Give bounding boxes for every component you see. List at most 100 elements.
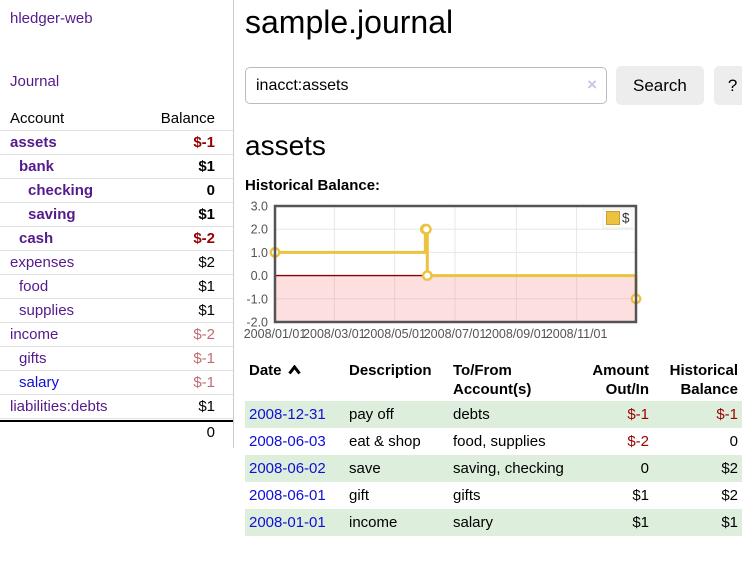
- help-button[interactable]: ?: [713, 66, 742, 105]
- search-button[interactable]: Search: [616, 66, 704, 105]
- account-link[interactable]: bank: [19, 158, 55, 175]
- sort-ascending-icon: [287, 364, 301, 375]
- register-accounts: salary: [453, 514, 494, 531]
- account-row: supplies $1: [0, 299, 233, 323]
- account-link[interactable]: checking: [28, 182, 94, 199]
- accounts-total-value: 0: [206, 424, 215, 441]
- account-balance: $-1: [193, 374, 215, 391]
- account-row: expenses $2: [0, 251, 233, 275]
- register-date-link[interactable]: 2008-06-02: [249, 460, 326, 477]
- account-link[interactable]: saving: [28, 206, 76, 223]
- register-col-amount: Amount Out/In: [592, 362, 649, 398]
- register-date-link[interactable]: 2008-06-01: [249, 487, 326, 504]
- legend-label: $: [622, 211, 630, 226]
- svg-text:2008/11/01: 2008/11/01: [546, 327, 608, 341]
- search-input[interactable]: [245, 67, 607, 104]
- register-date-link[interactable]: 2008-06-03: [249, 433, 326, 450]
- register-amount: $-2: [627, 433, 649, 450]
- account-balance: $1: [198, 158, 215, 175]
- account-link[interactable]: supplies: [19, 302, 75, 319]
- register-col-description: Description: [349, 362, 432, 379]
- svg-text:1.0: 1.0: [251, 246, 268, 260]
- balance-chart-svg: $3.0 2.0 1.0 0.0 -1.0 -2.02008/01/012008/03/0…: [244, 200, 642, 341]
- account-balance: $-2: [193, 230, 215, 247]
- register-description: save: [349, 460, 381, 477]
- register-header-row: Date Description To/From Account(s) Amou…: [245, 359, 742, 401]
- accounts-table-header: Account Balance: [0, 107, 233, 131]
- account-link[interactable]: food: [19, 278, 49, 295]
- accounts-col-balance: Balance: [160, 110, 215, 127]
- account-balance: $1: [198, 278, 215, 295]
- account-link[interactable]: salary: [19, 374, 60, 391]
- svg-text:-2.0: -2.0: [246, 316, 268, 330]
- register-description: gift: [349, 487, 370, 504]
- brand-link[interactable]: hledger-web: [10, 10, 93, 27]
- register-amount: 0: [640, 460, 649, 477]
- accounts-table: Account Balance assets $-1 bank $1 check…: [0, 107, 233, 444]
- account-row: income $-2: [0, 323, 233, 347]
- account-link[interactable]: liabilities:debts: [10, 398, 108, 415]
- register-description: income: [349, 514, 398, 531]
- app-layout: hledger-web Journal Account Balance asse…: [0, 0, 742, 536]
- svg-text:0.0: 0.0: [251, 269, 268, 283]
- search-box: ×: [245, 67, 607, 104]
- legend-swatch: [606, 211, 620, 225]
- account-link[interactable]: gifts: [19, 350, 47, 367]
- sidebar: hledger-web Journal Account Balance asse…: [0, 0, 234, 448]
- register-col-accounts: To/From Account(s): [453, 362, 532, 398]
- register-table: Date Description To/From Account(s) Amou…: [245, 359, 742, 536]
- svg-text:2008/03/01: 2008/03/01: [303, 327, 366, 341]
- main-content: sample.journal × Search ? assets Histori…: [234, 0, 742, 536]
- svg-text:2008/01/01: 2008/01/01: [244, 327, 307, 341]
- register-amount: $1: [632, 514, 649, 531]
- search-bar: × Search ?: [245, 66, 742, 105]
- register-row: 2008-12-31 pay off debts $-1 $-1: [245, 401, 742, 428]
- register-date-link[interactable]: 2008-01-01: [249, 514, 326, 531]
- account-balance: $-2: [193, 326, 215, 343]
- chart-legend: $: [602, 208, 633, 229]
- account-link[interactable]: cash: [19, 230, 54, 247]
- register-accounts: debts: [453, 406, 490, 423]
- svg-text:3.0: 3.0: [251, 200, 268, 214]
- register-row: 2008-06-03 eat & shop food, supplies $-2…: [245, 428, 742, 455]
- register-description: pay off: [349, 406, 394, 423]
- account-row: bank $1: [0, 155, 233, 179]
- account-balance: $1: [198, 398, 215, 415]
- register-row: 2008-06-02 save saving, checking 0 $2: [245, 455, 742, 482]
- register-accounts: food, supplies: [453, 433, 546, 450]
- sidebar-item-journal[interactable]: Journal: [10, 73, 60, 90]
- account-row: assets $-1: [0, 131, 233, 155]
- clear-search-icon[interactable]: ×: [587, 75, 597, 94]
- account-row: gifts $-1: [0, 347, 233, 371]
- register-col-date-label: Date: [249, 362, 282, 379]
- account-balance: $-1: [193, 134, 215, 151]
- svg-text:2.0: 2.0: [251, 223, 268, 237]
- svg-text:2008/09/01: 2008/09/01: [485, 327, 548, 341]
- register-accounts: saving, checking: [453, 460, 564, 477]
- account-link[interactable]: assets: [10, 134, 57, 151]
- account-balance: $-1: [193, 350, 215, 367]
- account-row: food $1: [0, 275, 233, 299]
- register-amount: $-1: [627, 406, 649, 423]
- svg-text:2008/07/01: 2008/07/01: [424, 327, 487, 341]
- account-balance: $1: [198, 302, 215, 319]
- svg-text:2008/05/01: 2008/05/01: [363, 327, 426, 341]
- account-row: cash $-2: [0, 227, 233, 251]
- register-description: eat & shop: [349, 433, 421, 450]
- register-date-link[interactable]: 2008-12-31: [249, 406, 326, 423]
- account-balance: $2: [198, 254, 215, 271]
- register-balance: $1: [721, 514, 738, 531]
- chart-title: Historical Balance:: [245, 177, 381, 194]
- register-col-date[interactable]: Date: [245, 359, 345, 401]
- accounts-col-account: Account: [10, 110, 65, 127]
- accounts-rows: assets $-1 bank $1 checking 0 saving $1 …: [0, 131, 233, 419]
- account-balance: $1: [198, 206, 215, 223]
- historical-balance-chart: $3.0 2.0 1.0 0.0 -1.0 -2.0 2008/01/01 2008/03/0…: [244, 200, 742, 349]
- page-title: sample.journal: [245, 4, 454, 40]
- account-link[interactable]: income: [10, 326, 59, 343]
- account-heading: assets: [245, 130, 326, 161]
- account-link[interactable]: expenses: [10, 254, 75, 271]
- account-row: salary $-1: [0, 371, 233, 395]
- register-row: 2008-06-01 gift gifts $1 $2: [245, 482, 742, 509]
- register-balance: $-1: [716, 406, 738, 423]
